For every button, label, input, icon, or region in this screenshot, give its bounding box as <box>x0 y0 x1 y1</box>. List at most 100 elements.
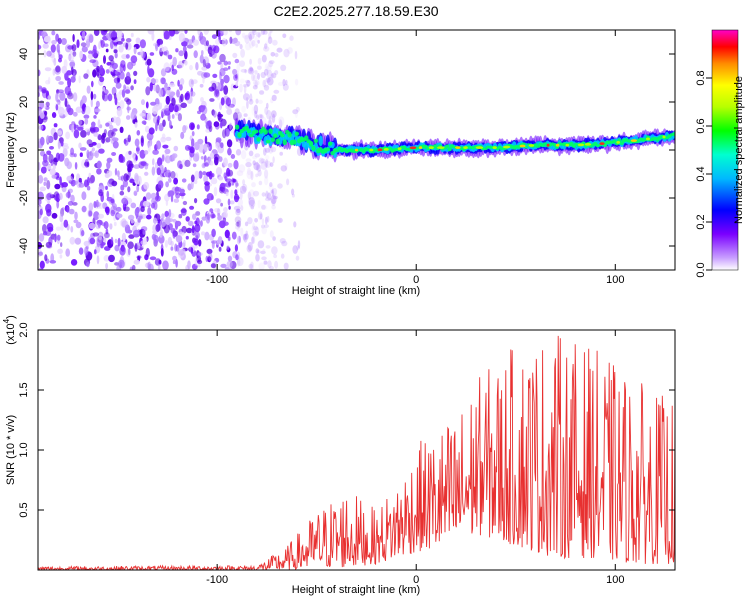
noise-blob <box>114 244 120 252</box>
noise-blob <box>230 189 234 199</box>
noise-blob <box>121 232 126 242</box>
noise-blob <box>103 237 107 244</box>
noise-blob <box>279 238 286 244</box>
noise-blob <box>41 87 47 94</box>
noise-blob <box>108 55 114 62</box>
noise-blob <box>254 70 258 75</box>
noise-blob <box>174 243 178 252</box>
ridge-peak <box>428 146 434 150</box>
noise-blob <box>105 122 110 127</box>
noise-blob <box>252 79 260 86</box>
noise-blob <box>66 206 70 213</box>
noise-blob <box>168 83 176 88</box>
noise-blob <box>78 119 83 126</box>
noise-blob <box>279 151 284 156</box>
noise-blob <box>110 40 114 50</box>
noise-blob <box>226 260 233 268</box>
noise-blob <box>67 77 72 88</box>
noise-blob <box>240 150 247 160</box>
noise-blob <box>175 48 179 53</box>
noise-blob <box>253 162 260 171</box>
colorbar-tick-label: 0.4 <box>695 166 707 181</box>
noise-blob <box>219 30 225 34</box>
noise-blob <box>245 158 252 163</box>
ridge-mark <box>311 145 316 151</box>
noise-blob <box>221 182 227 188</box>
noise-blob <box>96 65 100 73</box>
noise-blob <box>277 81 285 87</box>
noise-blob <box>205 255 209 262</box>
noise-blob <box>257 99 263 104</box>
spectrogram-ytick-label: -40 <box>18 238 30 254</box>
noise-blob <box>217 215 223 221</box>
noise-blob <box>149 256 157 261</box>
noise-blob <box>187 220 194 227</box>
noise-blob <box>38 108 42 117</box>
noise-blob <box>174 105 179 113</box>
noise-blob <box>111 62 119 70</box>
noise-blob <box>200 97 204 103</box>
noise-blob <box>77 126 84 131</box>
noise-blob <box>67 55 75 61</box>
noise-blob <box>265 158 269 168</box>
noise-blob <box>243 233 248 243</box>
noise-blob <box>134 242 138 252</box>
noise-blob <box>96 142 102 149</box>
noise-blob <box>87 210 92 217</box>
noise-blob <box>174 104 182 112</box>
noise-blob <box>209 53 213 57</box>
noise-blob <box>93 211 100 221</box>
noise-blob <box>266 69 273 79</box>
noise-blob <box>167 54 173 60</box>
noise-blob <box>233 193 240 203</box>
noise-blob <box>146 58 152 66</box>
noise-blob <box>59 254 63 259</box>
noise-blob <box>223 207 228 213</box>
noise-blob <box>128 150 132 155</box>
noise-blob <box>119 126 124 133</box>
ridge-mark <box>619 141 624 145</box>
noise-blob <box>192 213 197 220</box>
noise-blob <box>38 124 44 131</box>
noise-blob <box>278 116 285 126</box>
noise-blob <box>165 50 170 57</box>
noise-blob <box>170 240 174 247</box>
noise-blob <box>146 214 152 220</box>
noise-blob <box>246 244 252 253</box>
noise-blob <box>40 166 47 174</box>
ridge-mark <box>612 139 617 143</box>
noise-blob <box>125 54 130 59</box>
noise-blob <box>44 110 48 116</box>
noise-blob <box>265 216 268 225</box>
spectrogram-noise-field <box>38 30 303 270</box>
ridge-mark <box>270 137 276 143</box>
noise-blob <box>60 242 63 248</box>
noise-blob <box>203 72 211 78</box>
noise-blob <box>67 190 71 199</box>
noise-blob <box>241 105 246 113</box>
noise-blob <box>78 75 81 84</box>
noise-blob <box>216 208 221 216</box>
noise-blob <box>100 39 105 48</box>
noise-blob <box>246 170 253 180</box>
noise-blob <box>189 64 193 71</box>
noise-blob <box>189 122 195 131</box>
noise-blob <box>246 80 251 87</box>
noise-blob <box>282 79 286 87</box>
noise-blob <box>257 57 262 65</box>
noise-blob <box>240 205 244 211</box>
noise-blob <box>84 179 89 188</box>
noise-blob <box>257 72 260 80</box>
noise-blob <box>169 91 176 97</box>
noise-blob <box>184 159 191 167</box>
ridge-mark <box>471 147 476 150</box>
noise-blob <box>75 106 83 113</box>
ridge-mark <box>287 131 292 138</box>
noise-blob <box>193 50 198 59</box>
noise-blob <box>217 111 222 121</box>
noise-blob <box>207 46 213 55</box>
noise-blob <box>147 65 150 75</box>
noise-blob <box>257 39 260 44</box>
noise-blob <box>261 224 265 229</box>
spectrogram-xtick-label: 0 <box>413 274 419 286</box>
